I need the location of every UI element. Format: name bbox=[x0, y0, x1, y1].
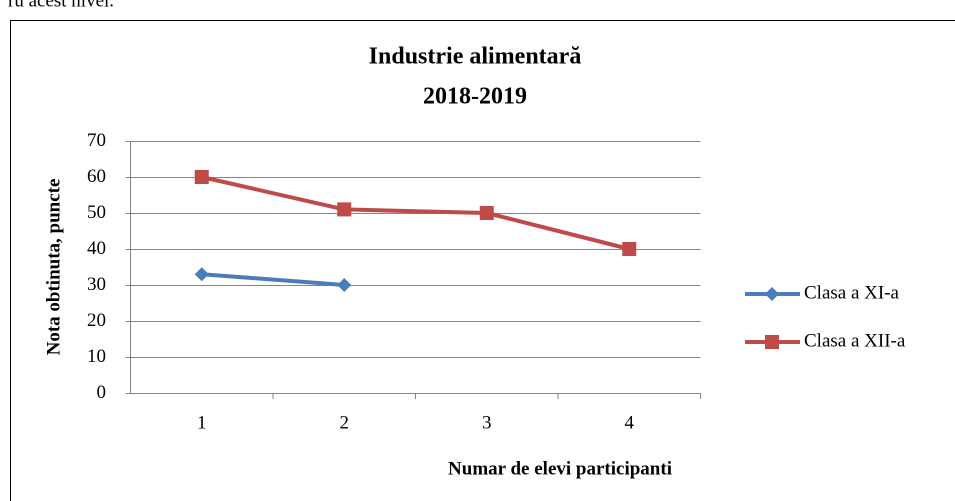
data-point bbox=[479, 206, 494, 220]
y-tick-label: 60 bbox=[87, 166, 106, 187]
x-tick-label: 3 bbox=[482, 412, 492, 433]
data-point bbox=[622, 242, 637, 256]
chart-frame bbox=[10, 20, 955, 501]
data-point bbox=[337, 278, 352, 292]
y-axis-title: Nota obtinuta, puncte bbox=[43, 179, 64, 356]
x-tick-label: 1 bbox=[197, 412, 207, 433]
y-tick-label: 50 bbox=[87, 202, 106, 223]
data-point bbox=[194, 170, 209, 184]
legend-marker bbox=[765, 287, 779, 301]
y-tick-label: 0 bbox=[97, 382, 107, 403]
chart-title: Industrie alimentară bbox=[369, 44, 582, 70]
legend-label: Clasa a XII-a bbox=[804, 330, 906, 351]
x-tick-label: 2 bbox=[340, 412, 350, 433]
x-tick-label: 4 bbox=[625, 412, 635, 433]
y-tick-label: 30 bbox=[87, 274, 106, 295]
caption-fragment: ru acest nivel. bbox=[8, 0, 114, 11]
y-tick-label: 20 bbox=[87, 310, 106, 331]
y-tick-label: 70 bbox=[87, 130, 106, 151]
y-tick-label: 40 bbox=[87, 238, 106, 259]
data-point bbox=[337, 202, 352, 217]
series-line bbox=[201, 175, 630, 251]
data-point bbox=[194, 267, 209, 282]
x-axis-title: Numar de elevi participanti bbox=[448, 458, 672, 479]
chart-subtitle: 2018-2019 bbox=[423, 84, 527, 110]
series-line bbox=[201, 272, 345, 287]
legend-marker bbox=[765, 335, 779, 349]
legend-label: Clasa a XI-a bbox=[804, 282, 900, 303]
y-tick-label: 10 bbox=[87, 346, 106, 367]
